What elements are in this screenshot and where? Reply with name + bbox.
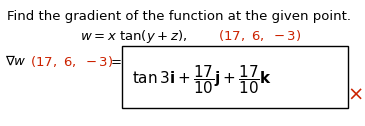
Text: $(17,\ 6,\ -3)$: $(17,\ 6,\ -3)$: [218, 28, 301, 43]
Text: $\nabla w$: $\nabla w$: [5, 54, 27, 67]
Text: $(17,\ 6,\ -3)$: $(17,\ 6,\ -3)$: [30, 54, 114, 69]
Bar: [122, 46, 348, 108]
Text: Find the gradient of the function at the given point.: Find the gradient of the function at the…: [7, 10, 351, 23]
Text: $w = x\ \tan(y + z),$: $w = x\ \tan(y + z),$: [80, 28, 187, 45]
Text: $\tan 3\mathbf{i} + \dfrac{17}{10}\mathbf{j} + \dfrac{17}{10}\mathbf{k}$: $\tan 3\mathbf{i} + \dfrac{17}{10}\mathb…: [132, 63, 272, 96]
Text: $\times$: $\times$: [347, 85, 363, 104]
Text: $=$: $=$: [108, 54, 122, 67]
